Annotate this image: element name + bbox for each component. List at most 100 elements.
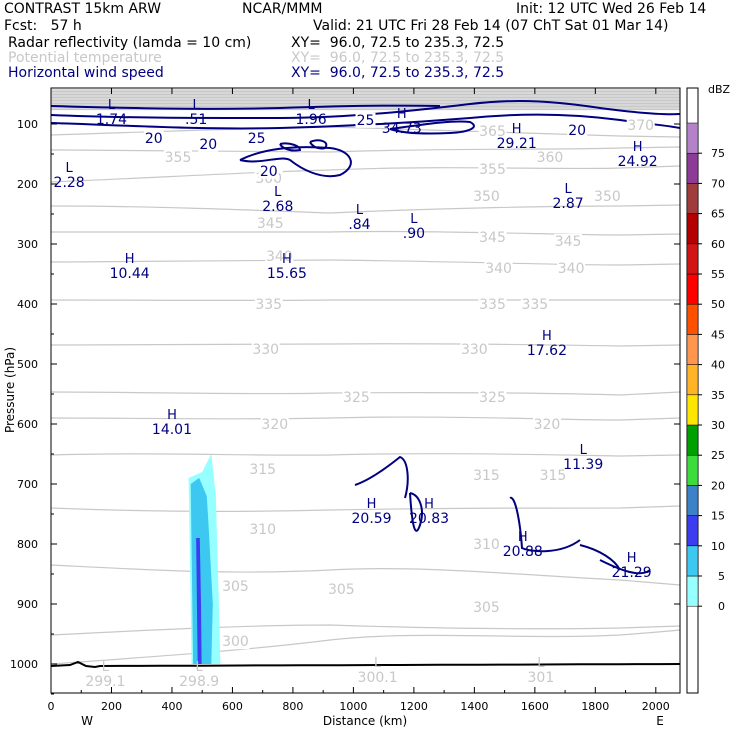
- wind-contour-label: 20: [260, 164, 278, 180]
- colorbar-level-label: 15: [711, 510, 725, 523]
- extremum-marker: H20.88: [503, 530, 543, 560]
- colorbar-level-label: 35: [711, 389, 725, 402]
- wind-label-bg: [143, 130, 164, 146]
- theta-contour-label: 350: [473, 189, 500, 205]
- theta-contour-label: 340: [558, 261, 585, 277]
- extremum-value: 11.39: [563, 457, 603, 473]
- theta-label-bg: [472, 600, 501, 615]
- extremum-marker: L1.96: [295, 98, 326, 128]
- theta-contour-line: [50, 505, 681, 512]
- low-marker-letter: L: [356, 203, 364, 218]
- theta-contour-lines: [50, 89, 681, 665]
- colorbar-swatch: [686, 152, 699, 184]
- theta-label-bg: [478, 229, 507, 245]
- y-axis-label: Pressure (hPa): [3, 347, 17, 433]
- colorbar-swatch: [686, 183, 699, 214]
- y-tick-label: 900: [17, 598, 38, 611]
- theta-contour-line: [50, 343, 681, 347]
- colorbar-swatch: [686, 454, 699, 486]
- extremum-value: 14.01: [152, 422, 192, 438]
- wind-contour-label: 20: [145, 131, 163, 147]
- theta-contour-label: 310: [249, 522, 276, 538]
- east-label: E: [656, 714, 664, 728]
- theta-contour-label: 320: [534, 417, 561, 433]
- high-marker-letter: H: [397, 107, 407, 122]
- theta-contour-label: 325: [343, 390, 370, 406]
- colorbar-level-label: 45: [711, 328, 725, 341]
- extremum-marker: L2.28: [54, 161, 85, 191]
- theta-label-bg: [221, 579, 250, 594]
- colorbar-unit: dBZ: [708, 83, 731, 96]
- theta-label-bg: [460, 342, 489, 357]
- extremum-marker: L11.39: [563, 443, 603, 473]
- theta-label-bg: [254, 297, 283, 312]
- reflectivity-10-15: [190, 478, 213, 664]
- theta-contour-line: [50, 204, 681, 214]
- wind-label-bg: [567, 123, 588, 138]
- x-tick-label: 200: [101, 700, 122, 713]
- colorbar-swatch: [686, 424, 699, 456]
- extremum-value: 20.88: [503, 544, 543, 560]
- x-tick-label: 2000: [642, 700, 670, 713]
- theta-contour-label: 350: [594, 189, 621, 205]
- plot-frame: [50, 87, 681, 694]
- theta-contour-label: 305: [222, 579, 249, 595]
- low-marker-letter: L: [193, 98, 201, 113]
- high-marker-letter: H: [627, 551, 637, 566]
- y-tick-label: 100: [17, 118, 38, 131]
- colorbar-swatch: [686, 515, 699, 547]
- theta-label-bg: [626, 118, 655, 134]
- extremum-value: 15.65: [267, 266, 307, 282]
- low-marker-letter: L: [410, 212, 418, 227]
- wind-contour-line: [389, 120, 475, 135]
- theta-label-bg: [557, 261, 586, 276]
- theta-label-bg: [248, 522, 277, 537]
- low-marker-letter: L: [108, 98, 116, 113]
- colorbar-swatch: [686, 243, 699, 275]
- extremum-marker: L1.74: [96, 98, 127, 128]
- colorbar-swatch: [686, 545, 699, 577]
- colorbar-swatch: [686, 575, 699, 607]
- low-marker-letter: L: [564, 182, 572, 197]
- extremum-marker: H20.59: [352, 497, 392, 527]
- theta-label-bg: [538, 468, 567, 483]
- theta-label-bg: [478, 124, 507, 140]
- theta-label-bg: [520, 297, 549, 312]
- y-tick-label: 600: [17, 418, 38, 431]
- extremum-value: 300.1: [358, 670, 398, 686]
- y-axis: 100 200 300 400 500 600 700 800 900 1000: [10, 118, 680, 695]
- theta-contour-label: 355: [165, 150, 192, 166]
- wind-contour-line: [279, 142, 302, 152]
- wind-label-bg: [246, 130, 267, 146]
- theta-contour-line: [50, 624, 681, 636]
- extremum-marker: H10.44: [110, 252, 150, 282]
- high-marker-letter: H: [518, 530, 528, 545]
- colorbar-swatch: [686, 273, 699, 305]
- field-reflectivity-xy: XY= 96.0, 72.5 to 235.3, 72.5: [291, 35, 505, 51]
- x-tick-label: 1800: [581, 700, 609, 713]
- colorbar-level-label: 20: [711, 479, 725, 492]
- theta-label-bg: [248, 462, 277, 477]
- theta-contour-label: 325: [479, 390, 506, 406]
- extremum-value: 301: [528, 670, 555, 686]
- colorbar: 0 5 10 15 20 25 30 35 40 45 50 55 60 65 70 75: [686, 87, 725, 694]
- y-tick-label: 800: [17, 538, 38, 551]
- theta-contour-label: 300: [222, 634, 249, 650]
- colorbar-level-label: 75: [711, 147, 725, 160]
- x-tick-label: 1000: [339, 700, 367, 713]
- header-init: Init: 12 UTC Wed 26 Feb 14: [516, 1, 707, 17]
- theta-label-bg: [342, 390, 371, 405]
- theta-contour-label: 340: [266, 249, 293, 265]
- ground-surface-line: [50, 660, 681, 669]
- colorbar-swatch: [686, 303, 699, 335]
- high-marker-letter: H: [542, 329, 552, 344]
- y-tick-label: 200: [17, 178, 38, 191]
- theta-contour-label: 345: [479, 230, 506, 246]
- theta-contour-label: 305: [473, 600, 500, 616]
- colorbar-level-label: 55: [711, 268, 725, 281]
- wind-contour-line: [409, 492, 423, 532]
- extremum-value: 1.96: [295, 112, 326, 128]
- theta-contour-label: 335: [479, 297, 506, 313]
